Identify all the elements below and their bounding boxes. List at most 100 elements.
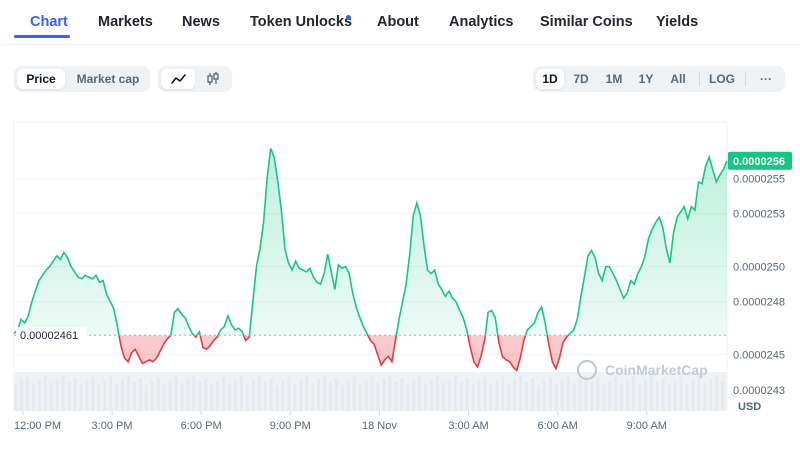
volume-bar <box>138 378 142 411</box>
volume-bar <box>25 377 30 411</box>
volume-bar <box>429 380 434 411</box>
volume-bar <box>204 378 208 411</box>
tab-markets[interactable]: Markets <box>98 14 153 30</box>
volume-bar <box>697 376 701 411</box>
volume-bar <box>150 381 154 411</box>
price-line-above <box>13 148 728 336</box>
tab-yields[interactable]: Yields <box>656 14 699 30</box>
volume-bar <box>507 383 511 411</box>
volume-bar <box>465 378 469 411</box>
volume-bar <box>216 381 220 411</box>
volume-bar <box>406 385 410 411</box>
log-scale-button[interactable]: LOG <box>709 72 735 86</box>
volume-bar <box>263 382 267 411</box>
range-7d-button[interactable]: 7D <box>573 72 589 86</box>
volume-bar <box>501 376 505 411</box>
volume-bar <box>115 383 119 411</box>
volume-bar <box>186 379 190 411</box>
volume-bar <box>358 384 362 411</box>
volume-bar <box>637 383 642 411</box>
volume-bar <box>43 376 47 411</box>
tab-about[interactable]: About <box>377 14 419 30</box>
volume-bar <box>222 377 226 411</box>
volume-bar <box>180 383 184 411</box>
volume-bar <box>281 381 285 411</box>
volume-bar <box>626 380 630 411</box>
volume-bar <box>614 377 618 411</box>
volume-bar <box>412 381 416 411</box>
volume-bar <box>156 377 160 411</box>
x-tick-label: 9:00 AM <box>627 420 667 432</box>
volume-bars <box>14 372 727 411</box>
volume-bar <box>14 385 18 411</box>
volume-bar <box>317 379 321 411</box>
volume-bar <box>631 376 636 411</box>
volume-bar <box>55 379 59 411</box>
price-toggle-button[interactable]: Price <box>17 69 65 89</box>
volume-bar <box>447 379 451 411</box>
volume-bar <box>257 375 261 411</box>
volume-bar <box>67 382 71 411</box>
market-cap-toggle-button[interactable]: Market cap <box>76 72 140 86</box>
volume-bar <box>328 382 333 411</box>
volume-bar <box>590 382 594 411</box>
more-options-button[interactable]: ··· <box>760 72 772 86</box>
y-tick-label: 0.0000248 <box>733 297 785 309</box>
volume-bar <box>400 378 404 411</box>
volume-bar <box>334 378 339 411</box>
price-chart[interactable]: CoinMarketCap 0.00002461 0.00002550.0000… <box>0 118 800 438</box>
range-1d-button[interactable]: 1D <box>536 69 564 89</box>
price-area-above <box>14 148 727 336</box>
volume-bar <box>364 380 368 411</box>
line-chart-button[interactable] <box>161 69 195 89</box>
volume-bar <box>269 378 273 411</box>
volume-bar <box>643 379 647 411</box>
volume-bar <box>471 385 475 411</box>
volume-bar <box>513 379 517 411</box>
tab-token-unlocks[interactable]: Token Unlocks <box>250 14 353 30</box>
volume-bar <box>233 380 237 411</box>
tab-news[interactable]: News <box>182 14 220 30</box>
volume-bar <box>536 385 541 411</box>
range-1y-button[interactable]: 1Y <box>638 72 654 86</box>
y-tick-label: 0.0000250 <box>733 262 785 274</box>
volume-bar <box>79 385 83 411</box>
volume-bar <box>210 385 214 411</box>
volume-bar <box>227 384 232 411</box>
last-price-badge <box>728 151 792 170</box>
volume-bar <box>275 385 279 411</box>
tab-analytics[interactable]: Analytics <box>449 14 514 30</box>
y-tick-label: 0.0000245 <box>733 350 785 362</box>
volume-bar <box>572 383 576 411</box>
volume-bar <box>162 384 166 411</box>
active-tab-indicator <box>14 35 70 38</box>
tab-chart[interactable]: Chart <box>30 14 68 30</box>
volume-bar <box>311 383 315 411</box>
range-1m-button[interactable]: 1M <box>605 72 623 86</box>
tab-bar: Chart Markets News Token Unlocks About A… <box>0 0 800 45</box>
volume-bar <box>245 383 249 411</box>
y-tick-label: 0.0000255 <box>733 173 785 185</box>
x-axis: 12:00 PM 3:00 PM 6:00 PM 9:00 PM 18 Nov 3:00 … <box>14 411 667 432</box>
volume-bar <box>352 377 356 411</box>
volume-bar <box>542 381 546 411</box>
volume-bar <box>703 383 707 411</box>
volume-bar <box>483 377 487 411</box>
volume-bar <box>453 375 457 411</box>
volume-bar <box>418 377 422 411</box>
range-all-button[interactable]: All <box>670 72 686 86</box>
volume-bar <box>548 377 552 411</box>
reference-price-background <box>16 327 86 344</box>
volume-bar <box>144 385 148 411</box>
volume-bar <box>661 378 665 411</box>
volume-bar <box>578 379 582 411</box>
chart-style-toggle <box>158 66 232 92</box>
volume-bar <box>525 382 529 411</box>
candlestick-chart-button[interactable] <box>196 69 230 89</box>
tab-similar-coins[interactable]: Similar Coins <box>540 14 633 30</box>
volume-bar <box>73 378 77 411</box>
volume-bar <box>382 379 386 411</box>
volume-bar <box>239 376 243 411</box>
y-axis: 0.0000255 0.0000253 0.0000250 0.0000248 0.00… <box>733 173 785 397</box>
volume-bar <box>441 383 445 411</box>
